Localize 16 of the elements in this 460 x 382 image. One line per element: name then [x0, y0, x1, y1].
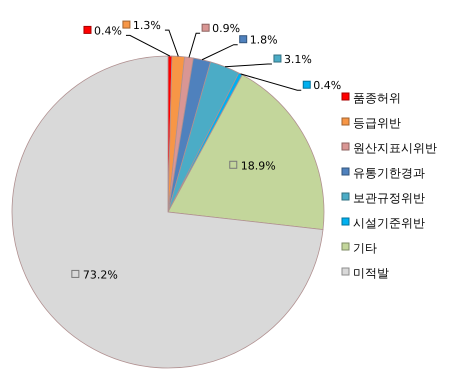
legend-label: 품종허위: [353, 91, 401, 105]
data-label: 1.3%: [132, 19, 161, 32]
legend-label: 유통기한경과: [353, 166, 425, 180]
data-label: 0.9%: [212, 22, 240, 36]
data-label: 73.2%: [82, 268, 118, 282]
legend-label: 원산지표시위반: [353, 141, 437, 155]
legend-label: 기타: [353, 241, 377, 255]
legend-label: 보관규정위반: [353, 191, 425, 205]
legend-label: 시설기준위반: [353, 216, 425, 230]
data-label: 3.1%: [284, 53, 312, 66]
data-label: 1.8%: [250, 34, 278, 47]
data-label: 18.9%: [240, 159, 276, 172]
data-label: 0.4%: [94, 24, 122, 38]
legend-label: 미적발: [353, 266, 389, 280]
legend-label: 등급위반: [353, 116, 401, 130]
data-label: 0.4%: [313, 79, 342, 92]
